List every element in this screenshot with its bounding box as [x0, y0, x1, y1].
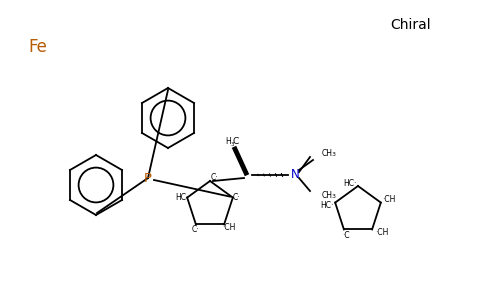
Text: C·: C· [233, 193, 241, 202]
Text: C·: C· [192, 225, 200, 234]
Text: CH: CH [322, 148, 333, 158]
Text: Fe: Fe [28, 38, 47, 56]
Text: HC·: HC· [320, 201, 334, 210]
Text: N: N [290, 169, 300, 182]
Text: C: C [233, 137, 239, 146]
Text: C·: C· [210, 172, 218, 182]
Text: HC·: HC· [176, 193, 189, 202]
Text: HC·: HC· [343, 178, 357, 188]
Text: Chiral: Chiral [390, 18, 431, 32]
Text: ·CH: ·CH [376, 228, 389, 237]
Text: H: H [225, 137, 231, 146]
Text: 3: 3 [230, 142, 234, 146]
Text: ·CH: ·CH [382, 195, 395, 204]
Text: ·CH: ·CH [223, 223, 236, 232]
Text: P: P [144, 172, 152, 184]
Text: 3: 3 [332, 152, 336, 158]
Text: ·C: ·C [342, 231, 350, 240]
Text: 3: 3 [332, 194, 336, 200]
Text: CH: CH [322, 190, 333, 200]
